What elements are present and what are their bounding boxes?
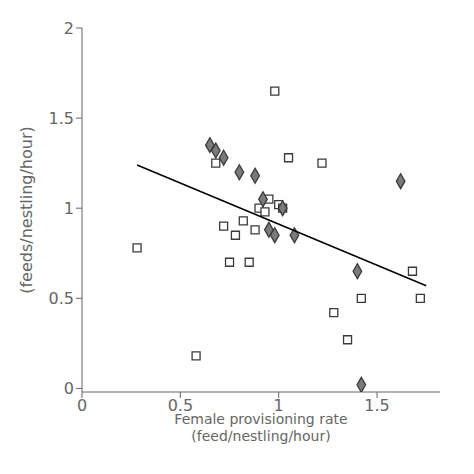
svg-text:0: 0 [64, 379, 74, 398]
svg-text:Female provisioning rate(feed/: Female provisioning rate(feed/nestling/h… [174, 411, 347, 444]
svg-text:1.5: 1.5 [364, 396, 389, 415]
svg-text:1.5: 1.5 [49, 109, 74, 128]
svg-text:1: 1 [64, 199, 74, 218]
svg-text:0.5: 0.5 [168, 396, 193, 415]
svg-text:1: 1 [274, 396, 284, 415]
svg-text:0: 0 [77, 396, 87, 415]
svg-text:0.5: 0.5 [49, 289, 74, 308]
svg-text:(feeds/nestling/hour): (feeds/nestling/hour) [17, 126, 36, 294]
svg-text:2: 2 [64, 19, 74, 38]
